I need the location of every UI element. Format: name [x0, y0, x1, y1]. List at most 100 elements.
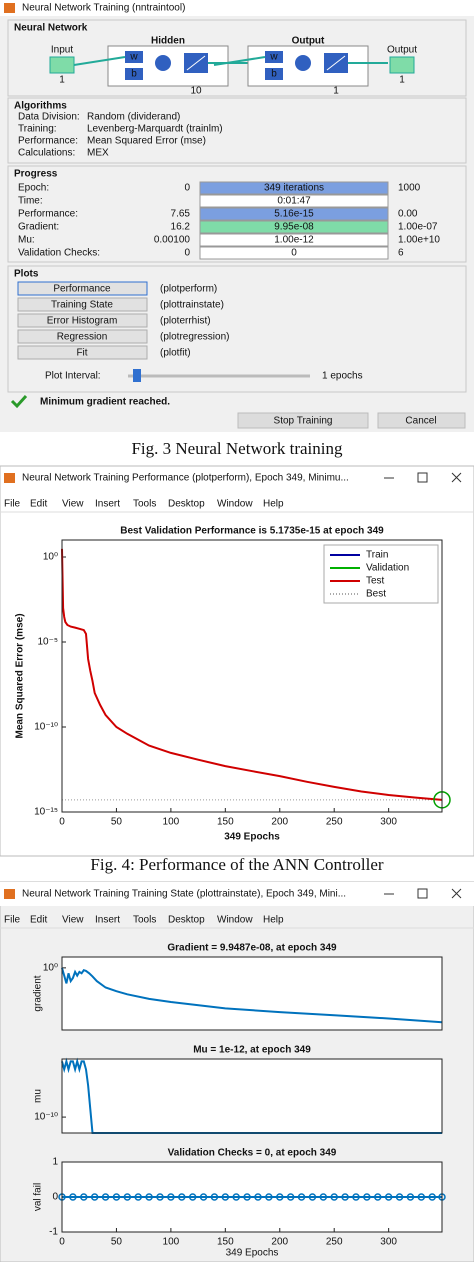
plot-button[interactable] — [17, 313, 148, 328]
caption: Fig. 3 Neural Network training — [131, 439, 343, 458]
menu-item[interactable]: File — [4, 915, 21, 926]
window-control — [417, 472, 428, 483]
plot-function: (plottrainstate) — [160, 300, 224, 311]
series-marker — [156, 1193, 164, 1201]
legend-label: Validation — [366, 563, 409, 574]
series-marker — [308, 1193, 317, 1201]
sum-node — [295, 55, 311, 71]
menu-item[interactable]: Tools — [133, 499, 156, 510]
plot-button[interactable] — [17, 329, 148, 344]
algorithm-value: Random (dividerand) — [87, 112, 180, 123]
axes-frame — [61, 956, 443, 1031]
title-bar — [0, 0, 474, 16]
menu-item[interactable]: Window — [217, 499, 253, 510]
algorithm-label: Training: — [18, 124, 57, 135]
x-tick-label: 50 — [111, 817, 123, 828]
series-marker — [112, 1193, 121, 1201]
series-marker — [188, 1193, 197, 1201]
group-header: Algorithms — [14, 101, 67, 112]
menu-item[interactable]: Tools — [133, 915, 156, 926]
series-marker — [341, 1193, 349, 1201]
stop-button-label: Stop Training — [274, 416, 333, 427]
menu-item[interactable]: Edit — [30, 499, 47, 510]
x-tick-label: 200 — [271, 817, 288, 828]
weight-box — [125, 51, 143, 63]
chart-title: Validation Checks = 0, at epoch 349 — [168, 1148, 337, 1159]
series-marker — [297, 1193, 306, 1201]
legend-label: Best — [366, 589, 386, 600]
progress-target: 6 — [398, 248, 404, 259]
y-axis-label: Mean Squared Error (mse) — [15, 613, 26, 738]
progress-start: 0.00100 — [154, 235, 191, 246]
y-axis-label: gradient — [33, 975, 44, 1011]
title-bar — [0, 882, 474, 906]
menu-item[interactable]: Insert — [95, 915, 120, 926]
y-tick-label: 1 — [52, 1157, 58, 1168]
series-marker — [330, 1193, 338, 1201]
plot-function: (plotperform) — [160, 284, 217, 295]
menu-item[interactable]: Desktop — [168, 915, 205, 926]
series-marker — [80, 1193, 88, 1201]
menu-item[interactable]: Window — [217, 915, 253, 926]
layer-size: 1 — [333, 86, 339, 97]
plot-button[interactable] — [17, 281, 148, 296]
bias-label: b — [131, 69, 137, 80]
progress-current: 0 — [291, 248, 297, 259]
plot-function: (plotregression) — [160, 332, 229, 343]
weight-label: w — [269, 52, 278, 63]
window-control — [451, 472, 462, 483]
progress-current: 9.95e-08 — [274, 222, 314, 233]
series-marker — [123, 1193, 132, 1201]
series-marker — [374, 1193, 382, 1201]
layer-label: Hidden — [151, 36, 185, 47]
window-title: Neural Network Training Performance (plo… — [22, 473, 349, 484]
algorithm-label: Performance: — [18, 136, 78, 147]
series-marker — [286, 1193, 295, 1201]
menu-item[interactable]: View — [62, 499, 84, 510]
menu-item[interactable]: Insert — [95, 499, 120, 510]
progress-label: Performance: — [18, 209, 78, 220]
menu-item[interactable]: File — [4, 499, 21, 510]
stop-button[interactable] — [237, 412, 369, 429]
x-tick-label: 0 — [59, 817, 65, 828]
progress-field — [199, 194, 389, 208]
connector — [213, 56, 266, 66]
menu-item[interactable]: Help — [263, 915, 284, 926]
plot-button[interactable] — [17, 345, 148, 360]
menu-item[interactable]: Edit — [30, 915, 47, 926]
series-marker — [134, 1193, 142, 1201]
app-icon — [4, 473, 15, 483]
transfer-curve — [326, 55, 346, 71]
y-tick-label: 10⁰ — [43, 552, 58, 563]
y-tick-label: 10⁻¹⁵ — [34, 807, 58, 818]
x-tick-label: 100 — [163, 817, 180, 828]
check-icon — [10, 394, 28, 409]
group-box — [7, 19, 467, 97]
series-marker — [145, 1193, 153, 1201]
series-marker — [428, 1193, 436, 1201]
progress-field — [199, 181, 389, 195]
progress-target: 0.00 — [398, 209, 418, 220]
layer-size: 10 — [190, 86, 202, 97]
app-icon — [4, 3, 15, 13]
legend-label: Test — [366, 576, 385, 587]
plot-button[interactable] — [17, 297, 148, 312]
progress-start: 0 — [184, 248, 190, 259]
window-control — [451, 888, 462, 899]
x-tick-label: 250 — [326, 817, 343, 828]
menu-item[interactable]: Help — [263, 499, 284, 510]
y-tick-label: 10⁻¹⁰ — [34, 1112, 58, 1123]
series-marker — [199, 1193, 208, 1201]
series-marker — [319, 1193, 328, 1201]
group-header: Neural Network — [14, 23, 88, 34]
series-line — [61, 548, 443, 801]
window-title: Neural Network Training Training State (… — [22, 889, 346, 900]
bias-box — [265, 68, 283, 80]
menu-item[interactable]: View — [62, 915, 84, 926]
group-header: Progress — [14, 169, 58, 180]
cancel-button[interactable] — [377, 412, 466, 429]
menu-item[interactable]: Desktop — [168, 499, 205, 510]
algorithm-value: MEX — [87, 148, 109, 159]
input-box — [49, 56, 75, 74]
